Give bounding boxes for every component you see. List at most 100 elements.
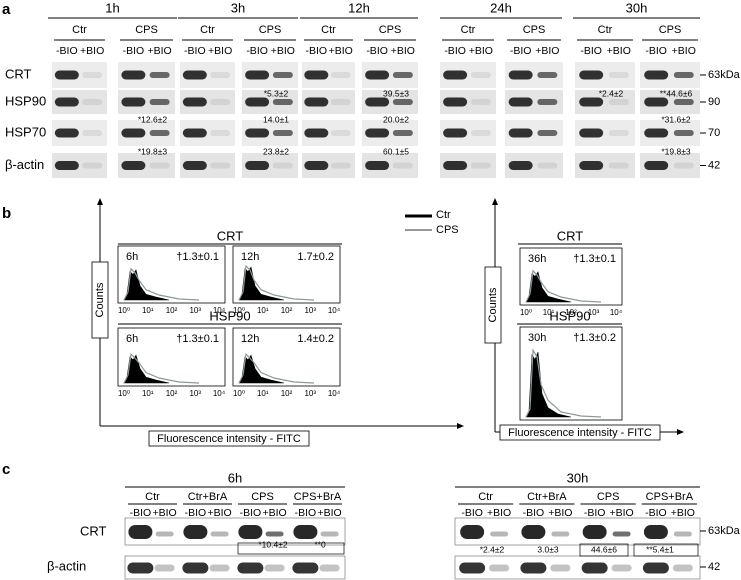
quantification: 14.0±1	[263, 114, 289, 124]
band	[330, 72, 351, 78]
x-tick-label: 10³	[304, 389, 316, 398]
quantification: 60.1±5	[383, 146, 409, 156]
group-label: Ctr	[200, 24, 215, 36]
band	[304, 161, 329, 170]
blot	[124, 555, 346, 580]
x-tick-label: 10⁴	[213, 389, 226, 398]
quantification: *31.6±2	[661, 114, 691, 124]
lane-label: -BIO	[523, 507, 545, 519]
row-label: β-actin	[5, 157, 44, 172]
band	[304, 128, 329, 138]
arrow-head	[457, 423, 464, 429]
group-label: Ctr	[461, 24, 476, 36]
band	[210, 130, 231, 136]
time-header: 6h	[228, 470, 242, 485]
y-axis-label: Counts	[94, 282, 106, 317]
band	[644, 70, 669, 80]
legend-label: CPS	[436, 224, 459, 236]
lane-label: +BIO	[535, 45, 559, 57]
band	[470, 162, 491, 169]
lane-label: -BIO	[461, 507, 483, 519]
lane-label: -BIO	[240, 507, 262, 519]
group-label: CPS	[259, 24, 282, 36]
band	[293, 525, 318, 539]
time-header: 24h	[490, 0, 512, 15]
lane-label: -BIO	[366, 45, 388, 57]
band	[443, 161, 468, 170]
band	[330, 130, 351, 136]
band	[182, 161, 207, 170]
x-tick-label: 10¹	[257, 389, 269, 398]
band	[537, 72, 558, 78]
band	[155, 531, 174, 537]
lane-label: -BIO	[645, 507, 667, 519]
band	[581, 562, 608, 574]
band	[182, 562, 209, 574]
axis-label-box	[499, 424, 661, 441]
lane-label: +BIO	[487, 507, 511, 519]
band	[508, 128, 533, 138]
band	[673, 162, 694, 169]
x-tick-label: 10⁰	[233, 306, 245, 315]
band	[365, 128, 390, 138]
ratio-label: †1.3±0.1	[176, 333, 219, 345]
band	[644, 97, 669, 107]
band	[210, 531, 229, 537]
lane-label: -BIO	[123, 45, 145, 57]
band	[82, 162, 103, 169]
lane-label: +BIO	[262, 507, 286, 519]
time-header: 12h	[348, 0, 370, 15]
panel-label: a	[2, 1, 11, 18]
x-tick-label: 10²	[565, 308, 577, 317]
cps-histogram	[525, 348, 602, 418]
x-tick-label: 10⁴	[328, 306, 341, 315]
lane-label: +BIO	[671, 507, 695, 519]
cps-histogram	[238, 264, 315, 301]
lane-label: +BIO	[469, 45, 493, 57]
band	[579, 97, 604, 107]
group-label: Ctr+BrA	[188, 491, 228, 503]
lane-label: +BIO	[271, 45, 295, 57]
band	[272, 130, 293, 136]
plot-title: HSP90	[549, 308, 590, 323]
cps-histogram	[238, 352, 315, 384]
band	[82, 72, 103, 78]
x-tick-label: 10⁴	[213, 306, 226, 315]
row-label: CRT	[80, 523, 107, 538]
quant-bracket	[633, 543, 699, 557]
quantification: 23.8±2	[263, 146, 289, 156]
quant-bracket	[237, 542, 345, 555]
band	[443, 97, 468, 107]
band	[470, 99, 491, 105]
ratio-label: †1.3±0.1	[176, 251, 219, 263]
quantification: 39.5±3	[383, 88, 409, 98]
group-label: Ctr	[478, 491, 493, 503]
lane-label: +BIO	[548, 507, 572, 519]
row-label: CRT	[5, 66, 32, 81]
band	[330, 99, 351, 105]
band	[54, 161, 79, 170]
time-label: 36h	[528, 253, 546, 265]
group-label: CPS	[597, 491, 620, 503]
band	[673, 130, 694, 136]
band	[121, 70, 146, 80]
band	[579, 128, 604, 138]
size-marker: 63kDa	[708, 525, 741, 537]
x-tick-label: 10⁰	[520, 308, 532, 317]
band	[365, 70, 390, 80]
size-marker: 90	[708, 96, 720, 108]
band	[608, 130, 629, 136]
band	[460, 525, 485, 539]
band	[608, 99, 629, 105]
lane-label: +BIO	[152, 507, 176, 519]
lane-label: -BIO	[184, 45, 206, 57]
panel-label: b	[2, 205, 11, 222]
band	[537, 99, 558, 105]
lane-label: +BIO	[607, 45, 631, 57]
band	[392, 162, 413, 169]
band	[672, 564, 693, 572]
time-label: 12h	[241, 251, 259, 263]
lane-label: +BIO	[207, 507, 231, 519]
quantification: 44.6±6	[591, 544, 617, 554]
